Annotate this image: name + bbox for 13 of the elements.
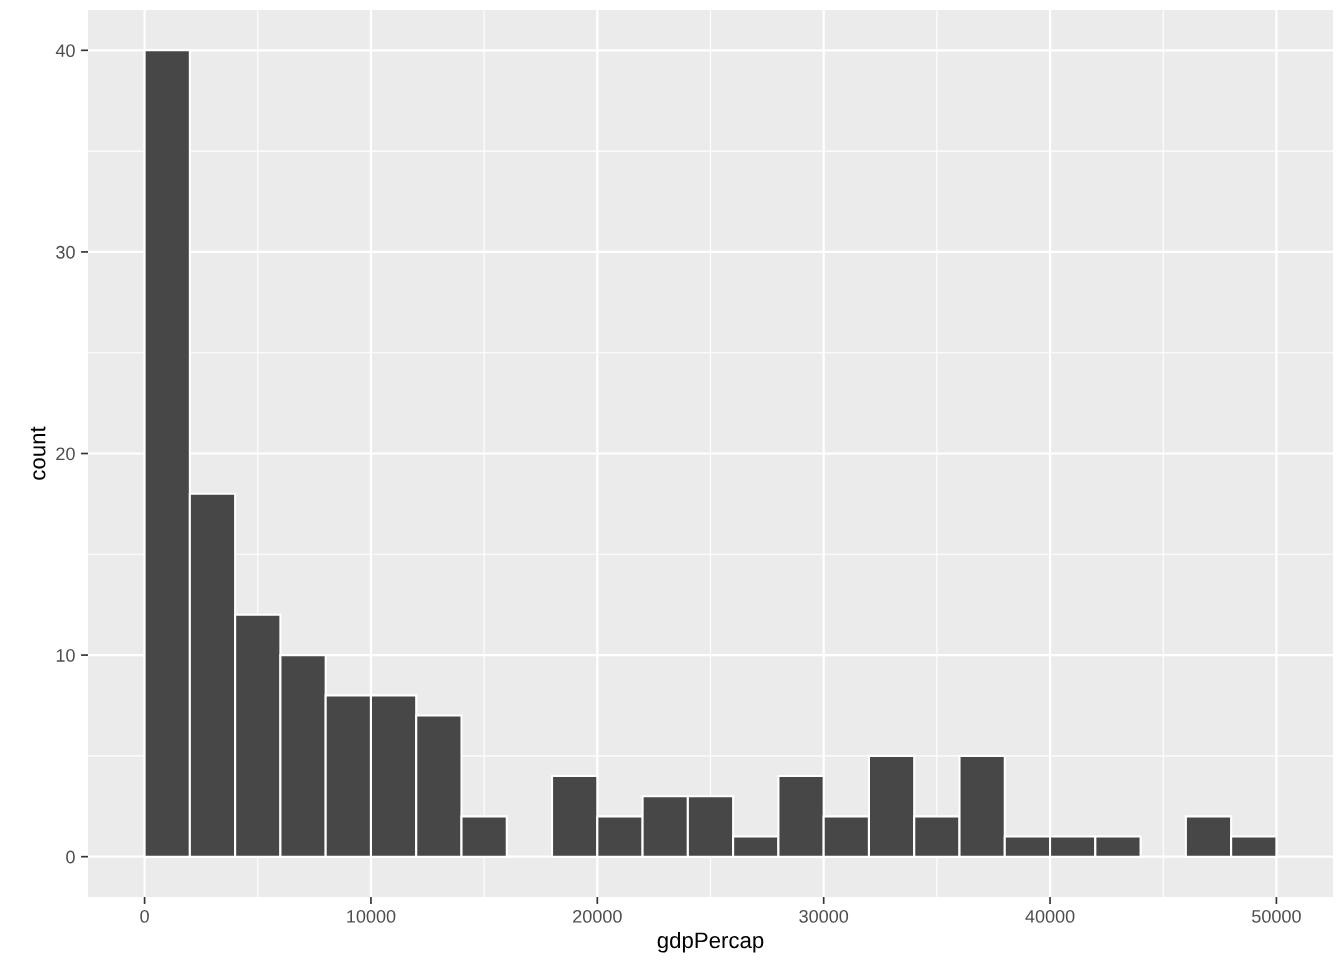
x-tick-label: 10000 — [347, 909, 396, 923]
y-tick-label: 40 — [55, 44, 75, 58]
y-axis-title: count — [30, 426, 46, 480]
x-tick-label: 50000 — [1252, 909, 1301, 923]
y-tick-label: 10 — [56, 649, 75, 662]
x-tick-label: 40000 — [1025, 909, 1075, 923]
x-axis-title: gdpPercap — [657, 931, 764, 953]
y-tick-label: 20 — [56, 447, 75, 461]
y-tick-label: 0 — [66, 850, 75, 864]
y-tick-label: 30 — [56, 245, 75, 259]
x-tick-label: 0 — [140, 909, 149, 923]
x-tick-label: 30000 — [799, 909, 849, 923]
x-tick-label: 20000 — [573, 909, 622, 923]
